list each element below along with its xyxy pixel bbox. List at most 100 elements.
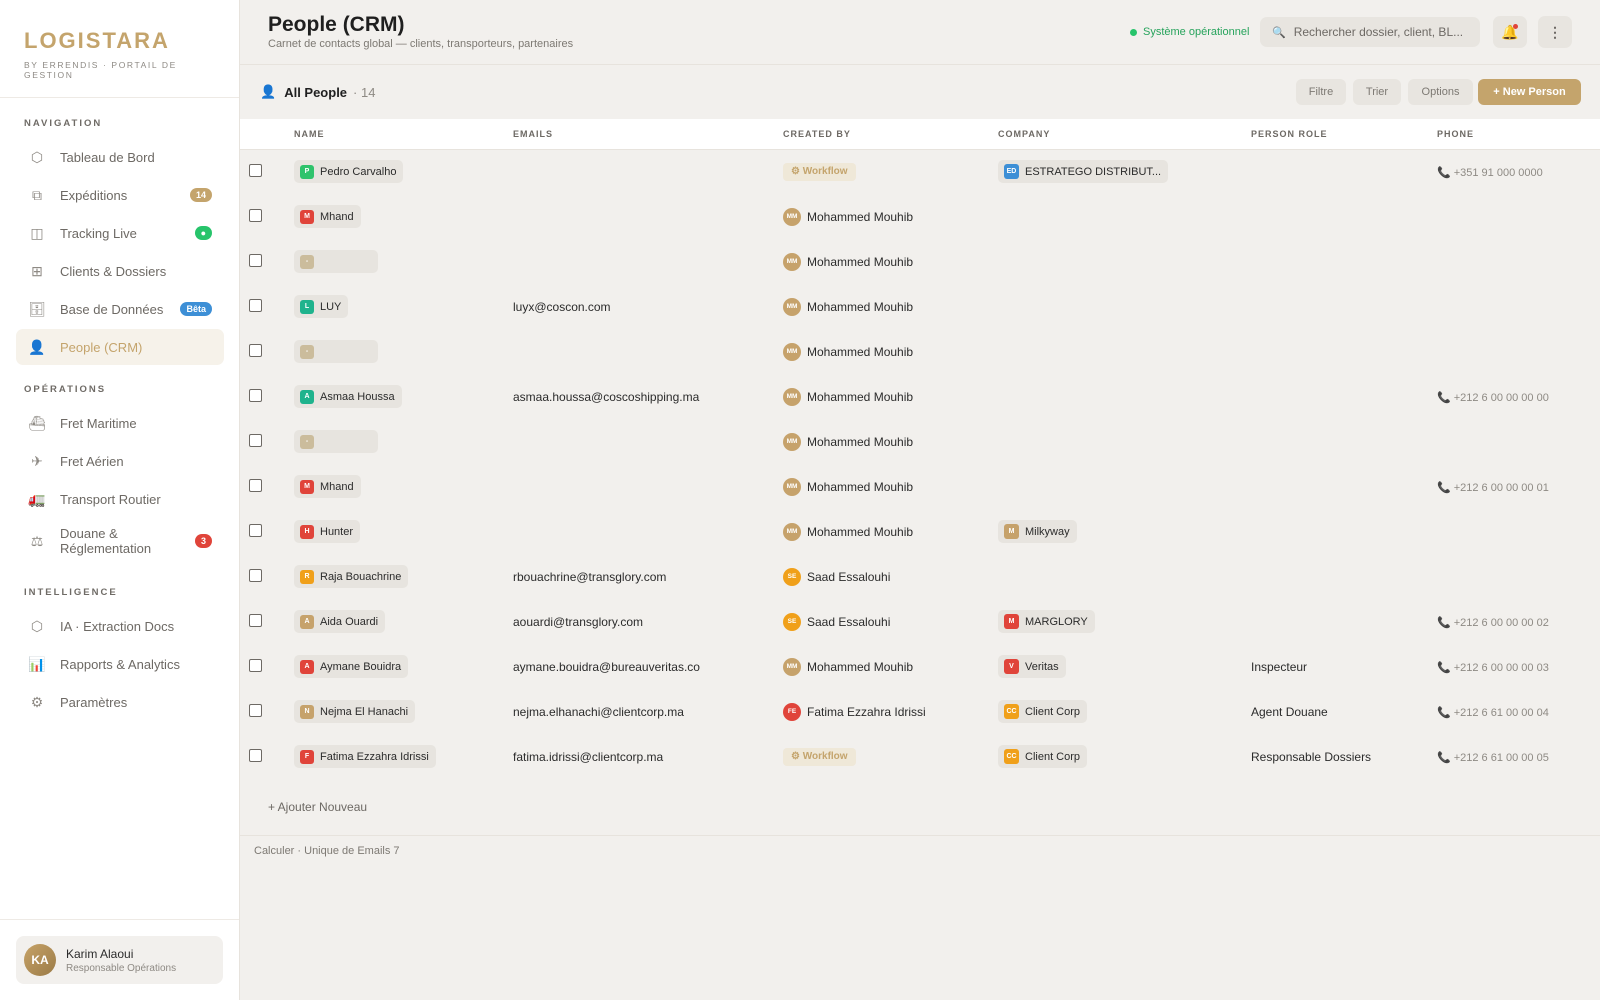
phone-cell[interactable]: 📞 +212 6 00 00 00 01 (1437, 464, 1600, 509)
phone-cell[interactable] (1437, 554, 1600, 599)
email-cell[interactable]: asmaa.houssa@coscoshipping.ma (513, 389, 700, 404)
row-checkbox[interactable] (248, 523, 262, 537)
company-chip[interactable]: CC Client Corp (998, 700, 1088, 723)
table-row[interactable]: - MM Mohammed Mouhib (240, 329, 1600, 374)
person-role-cell[interactable]: Responsable Dossiers (1251, 749, 1372, 764)
column-header-company[interactable]: COMPANY (998, 128, 1051, 139)
new-person-button[interactable]: + New Person (1478, 79, 1581, 105)
email-cell[interactable]: rbouachrine@transglory.com (513, 569, 667, 584)
row-checkbox[interactable] (248, 433, 262, 447)
sidebar-item-fret-maritime[interactable]: ⛴ Fret Maritime (16, 405, 224, 441)
email-cell[interactable] (513, 194, 783, 239)
email-cell[interactable] (513, 419, 783, 464)
table-row[interactable]: M Mhand MM Mohammed Mouhib 📞 +212 6 00 00 00 … (240, 464, 1600, 509)
sidebar-item-fret-a-rien[interactable]: ✈ Fret Aérien (16, 443, 224, 479)
email-cell[interactable]: aouardi@transglory.com (513, 614, 644, 629)
search-bar[interactable]: 🔍 (1260, 17, 1480, 47)
person-chip[interactable]: M Mhand (294, 205, 361, 228)
table-row[interactable]: H Hunter MM Mohammed Mouhib M Milkyway (240, 509, 1600, 554)
column-header-person-role[interactable]: PERSON ROLE (1251, 128, 1328, 139)
row-checkbox[interactable] (248, 478, 262, 492)
phone-cell[interactable] (1437, 509, 1600, 554)
email-cell[interactable]: fatima.idrissi@clientcorp.ma (513, 749, 664, 764)
person-chip[interactable]: - (294, 340, 378, 363)
table-row[interactable]: P Pedro Carvalho ⚙ Workflow ED ESTRATEGO DIS… (240, 149, 1600, 194)
options-button[interactable]: Options (1408, 79, 1473, 105)
person-role-cell[interactable] (1251, 509, 1437, 554)
user-profile[interactable]: KA Karim Alaoui Responsable Opérations (16, 936, 223, 984)
sidebar-item-clients-dossiers[interactable]: ⊞ Clients & Dossiers (16, 253, 224, 289)
email-cell[interactable] (513, 464, 783, 509)
row-checkbox[interactable] (248, 343, 262, 357)
sidebar-item-rapports-analytics[interactable]: 📊 Rapports & Analytics (16, 646, 224, 682)
phone-cell[interactable] (1437, 329, 1600, 374)
table-row[interactable]: A Aymane Bouidra aymane.bouidra@bureauveri… (240, 644, 1600, 689)
sidebar-item-exp-ditions[interactable]: ⧉ Expéditions 14 (16, 177, 224, 213)
table-row[interactable]: A Asmaa Houssa asmaa.houssa@coscoshipping.… (240, 374, 1600, 419)
phone-cell[interactable] (1437, 239, 1600, 284)
person-role-cell[interactable] (1251, 194, 1437, 239)
table-row[interactable]: N Nejma El Hanachi nejma.elhanachi@clientc… (240, 689, 1600, 734)
brand-logo[interactable]: LOGISTARA (24, 28, 170, 53)
search-input[interactable] (1293, 25, 1468, 39)
person-role-cell[interactable] (1251, 599, 1437, 644)
sidebar-item-transport-routier[interactable]: 🚛 Transport Routier (16, 481, 224, 517)
sort-button[interactable]: Trier (1353, 79, 1401, 105)
company-chip[interactable]: CC Client Corp (998, 745, 1088, 768)
person-role-cell[interactable] (1251, 149, 1437, 194)
phone-cell[interactable] (1437, 419, 1600, 464)
phone-cell[interactable]: 📞 +212 6 00 00 00 02 (1437, 599, 1600, 644)
person-chip[interactable]: A Aymane Bouidra (294, 655, 409, 678)
table-row[interactable]: F Fatima Ezzahra Idrissi fatima.idrissi@cl… (240, 734, 1600, 779)
column-header-emails[interactable]: EMAILS (513, 128, 554, 139)
person-role-cell[interactable] (1251, 374, 1437, 419)
column-header-name[interactable]: NAME (294, 128, 325, 139)
row-checkbox[interactable] (248, 658, 262, 672)
person-chip[interactable]: R Raja Bouachrine (294, 565, 409, 588)
table-row[interactable]: L LUY luyx@coscon.com MM Mohammed Mouhib (240, 284, 1600, 329)
phone-cell[interactable]: 📞 +212 6 61 00 00 05 (1437, 734, 1600, 779)
email-cell[interactable]: luyx@coscon.com (513, 299, 611, 314)
phone-cell[interactable]: 📞 +212 6 00 00 00 03 (1437, 644, 1600, 689)
table-row[interactable]: M Mhand MM Mohammed Mouhib (240, 194, 1600, 239)
table-row[interactable]: - MM Mohammed Mouhib (240, 239, 1600, 284)
phone-cell[interactable]: 📞 +212 6 00 00 00 00 (1437, 374, 1600, 419)
view-selector[interactable]: 👤 All People · 14 (260, 84, 375, 100)
person-chip[interactable]: P Pedro Carvalho (294, 160, 404, 184)
row-checkbox[interactable] (248, 748, 262, 762)
person-role-cell[interactable]: Inspecteur (1251, 659, 1308, 674)
person-chip[interactable]: - (294, 250, 378, 273)
table-row[interactable]: - MM Mohammed Mouhib (240, 419, 1600, 464)
phone-cell[interactable] (1437, 284, 1600, 329)
person-chip[interactable]: A Aida Ouardi (294, 610, 386, 633)
row-checkbox[interactable] (248, 613, 262, 627)
notifications-button[interactable]: 🔔 (1493, 16, 1527, 48)
person-role-cell[interactable]: Agent Douane (1251, 704, 1328, 719)
sidebar-item-base-de-donn-es[interactable]: 🗄 Base de Données Bêta (16, 291, 224, 327)
more-menu-button[interactable]: ⋮ (1538, 16, 1572, 48)
person-role-cell[interactable] (1251, 419, 1437, 464)
row-checkbox[interactable] (248, 703, 262, 717)
row-checkbox[interactable] (248, 388, 262, 402)
email-cell[interactable] (513, 149, 783, 194)
person-chip[interactable]: M Mhand (294, 475, 361, 498)
person-role-cell[interactable] (1251, 464, 1437, 509)
person-chip[interactable]: L LUY (294, 295, 349, 318)
add-new-button[interactable]: + Ajouter Nouveau (268, 800, 368, 814)
row-checkbox[interactable] (248, 163, 262, 177)
column-header-created-by[interactable]: CREATED BY (783, 128, 851, 139)
phone-cell[interactable]: 📞 +351 91 000 0000 (1437, 149, 1600, 194)
person-chip[interactable]: A Asmaa Houssa (294, 385, 402, 408)
person-role-cell[interactable] (1251, 329, 1437, 374)
person-chip[interactable]: F Fatima Ezzahra Idrissi (294, 745, 436, 768)
person-chip[interactable]: - (294, 430, 378, 453)
email-cell[interactable]: aymane.bouidra@bureauveritas.co (513, 659, 700, 674)
row-checkbox[interactable] (248, 298, 262, 312)
filter-button[interactable]: Filtre (1296, 79, 1346, 105)
sidebar-item-people-crm[interactable]: 👤 People (CRM) (16, 329, 224, 365)
sidebar-item-tableau-de-bord[interactable]: ⬡ Tableau de Bord (16, 139, 224, 175)
person-chip[interactable]: H Hunter (294, 520, 361, 543)
company-chip[interactable]: M MARGLORY (998, 610, 1095, 633)
email-cell[interactable] (513, 239, 783, 284)
person-chip[interactable]: N Nejma El Hanachi (294, 700, 416, 723)
